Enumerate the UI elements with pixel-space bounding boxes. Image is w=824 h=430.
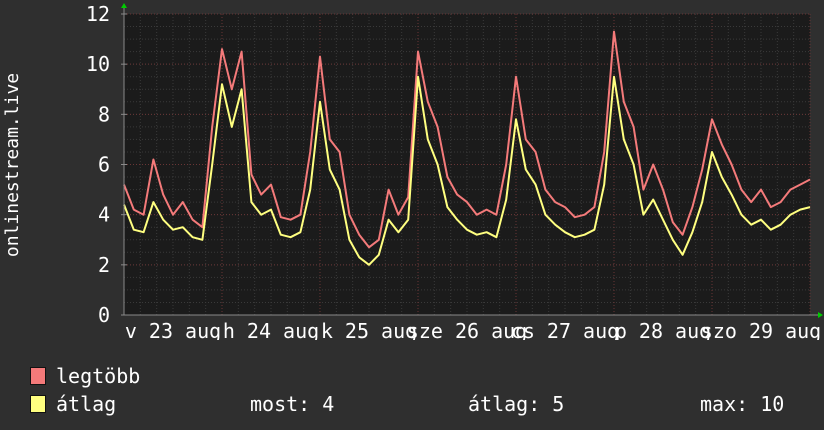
y-tick-label: 12: [86, 2, 110, 26]
x-tick-label: v 23 aug: [125, 319, 221, 340]
legend-swatch-avg: [30, 395, 46, 413]
x-tick-label: k 25 aug: [321, 319, 417, 340]
stat-current: most: 4: [250, 392, 335, 416]
stat-max: max: 10: [700, 392, 785, 416]
y-tick-label: 4: [98, 203, 110, 227]
legend-swatch-max: [30, 367, 46, 385]
y-axis-label: onlinestream.live: [2, 73, 23, 257]
x-tick-label: cs 27 aug: [511, 319, 619, 340]
legend-item-max: legtöbb: [30, 364, 140, 388]
y-axis-arrow: [121, 3, 127, 8]
x-tick-label: p 28 aug: [615, 319, 711, 340]
y-tick-label: 8: [98, 102, 110, 126]
axes: [121, 3, 823, 318]
y-tick-label: 10: [86, 52, 110, 76]
x-tick-label: sze 26 aug: [407, 319, 527, 340]
legend-label-avg: átlag: [56, 392, 117, 416]
x-tick-label: h 24 aug: [223, 319, 319, 340]
y-tick-labels: 0 2 4 6 8 10 12: [86, 2, 110, 327]
y-tick-label: 6: [98, 153, 110, 177]
series-line-max: [123, 30, 811, 249]
legend-label-max: legtöbb: [56, 364, 141, 388]
stat-average: átlag: 5: [468, 392, 565, 416]
y-tick-label: 0: [98, 303, 110, 327]
series-group: [123, 30, 811, 266]
series-line-avg: [123, 75, 811, 266]
y-tick-label: 2: [98, 253, 110, 277]
x-tick-label: szo 29 aug: [701, 319, 821, 340]
legend-item-avg: átlag: [30, 392, 116, 416]
x-axis-arrow: [818, 312, 823, 318]
